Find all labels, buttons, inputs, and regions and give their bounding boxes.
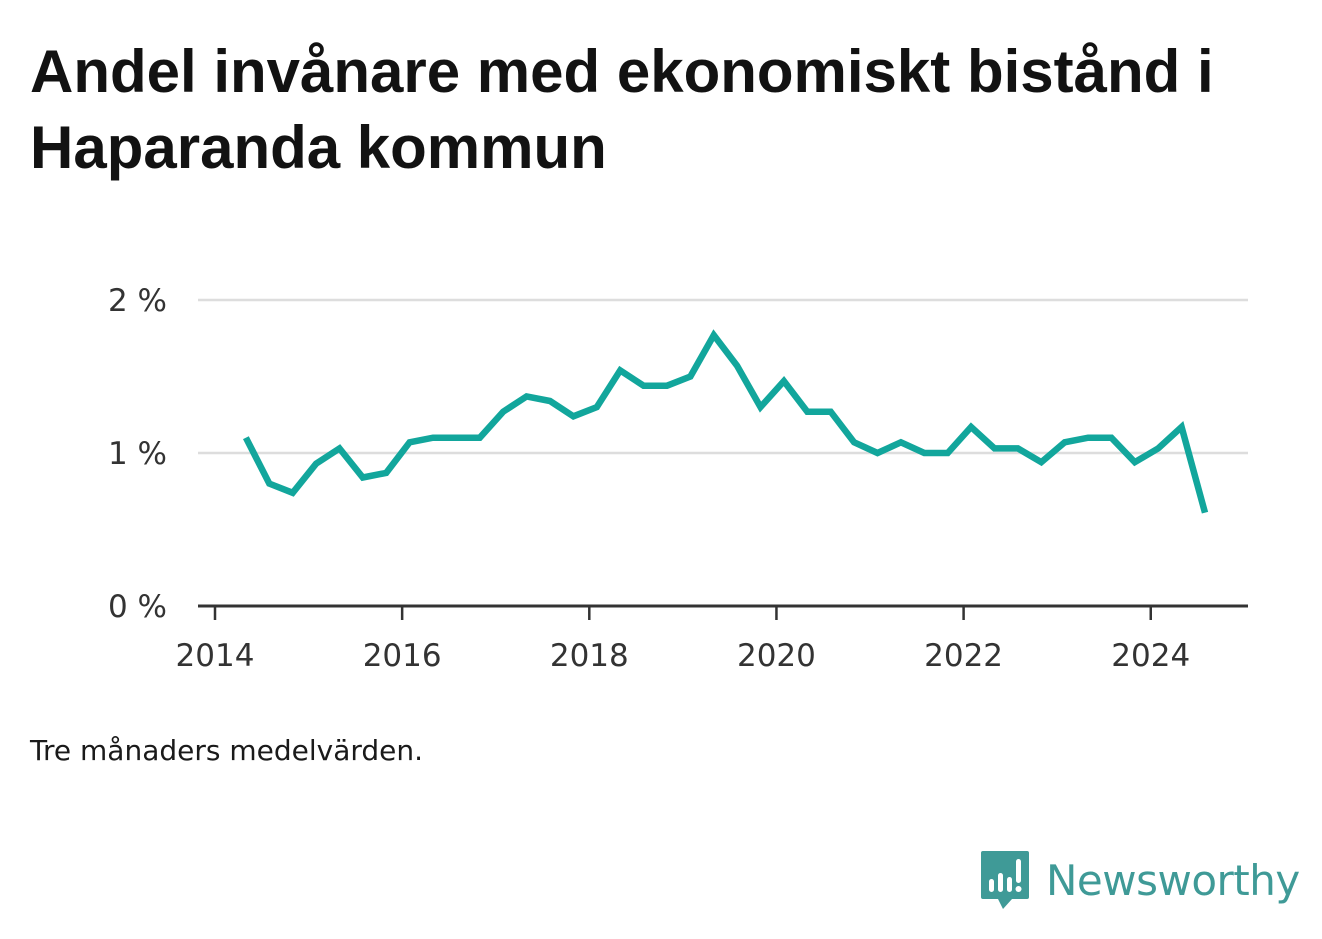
x-tick-label: 2022 [924,638,1003,674]
series-layer [243,329,1209,514]
x-tick-label: 2020 [737,638,816,674]
brand-name: Newsworthy [1046,855,1300,905]
x-tick-label: 2016 [363,638,442,674]
y-tick-label: 2 % [108,283,167,319]
x-axis-labels: 2014 2016 2018 2020 2022 2024 [176,638,1191,674]
chart-title: Andel invånare med ekonomiskt bistånd i … [30,38,1214,181]
gridlines [198,298,1248,455]
y-tick-label: 1 % [108,436,167,472]
y-axis-labels: 0 % 1 % 2 % [108,283,167,625]
x-tick-label: 2018 [550,638,629,674]
newsworthy-logo-icon [981,851,1029,909]
chart-note: Tre månaders medelvärden. [30,734,424,767]
newsworthy-brand[interactable]: Newsworthy [980,848,1300,912]
x-tick-label: 2024 [1111,638,1190,674]
y-tick-label: 0 % [108,589,167,625]
series-line [243,329,1209,514]
x-axis [198,604,1248,620]
x-tick-label: 2014 [176,638,255,674]
